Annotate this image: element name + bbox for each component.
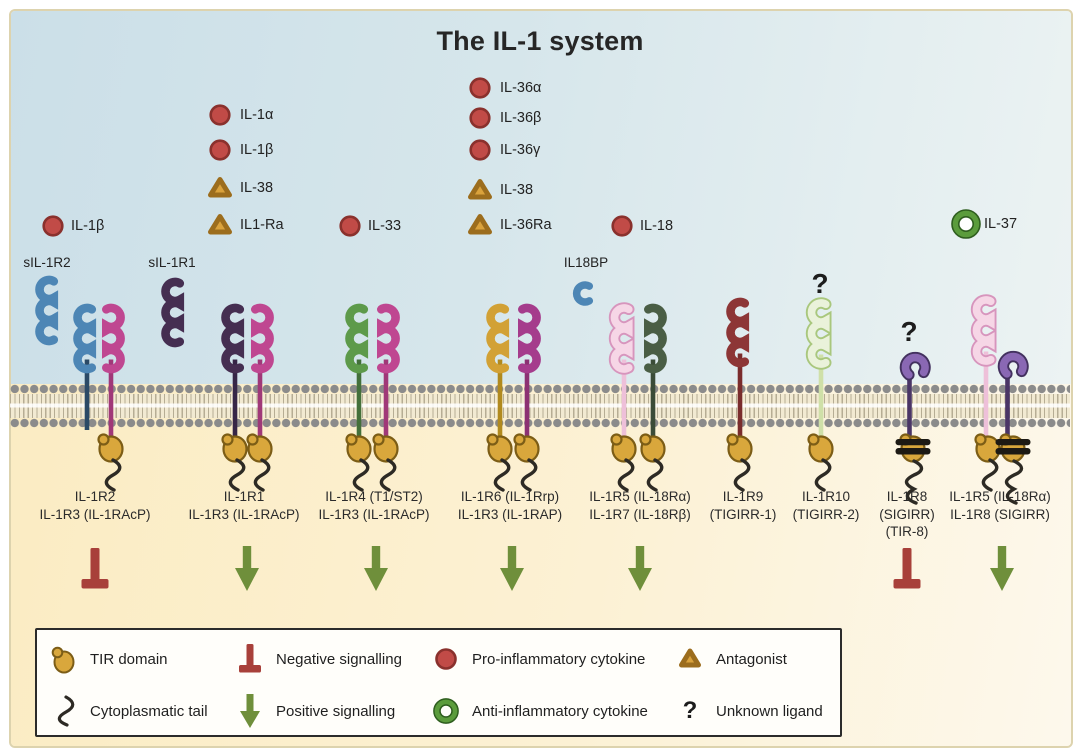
anti-inflammatory-cytokine-icon	[429, 691, 463, 731]
membrane-lipid-tails	[10, 394, 1070, 418]
membrane-inner-leaflet	[10, 418, 1070, 428]
legend-item-anti-inflammatory-cytokine: Anti-inflammatory cytokine	[429, 691, 648, 731]
legend-label: Unknown ligand	[716, 702, 823, 720]
il1-system-diagram	[9, 9, 1073, 748]
negative-signalling-icon	[233, 639, 267, 679]
unknown-ligand-icon: ?	[682, 697, 698, 724]
cell-membrane	[10, 384, 1070, 428]
legend-item-cytoplasmic-tail: Cytoplasmatic tail	[47, 691, 208, 731]
legend-label: Antagonist	[716, 650, 787, 668]
legend-item-unknown-ligand: ? Unknown ligand	[673, 691, 823, 731]
legend-label: Pro-inflammatory cytokine	[472, 650, 646, 668]
legend-item-antagonist: Antagonist	[673, 639, 787, 679]
legend-item-negative-signalling: Negative signalling	[233, 639, 402, 679]
legend-label: Cytoplasmatic tail	[90, 702, 208, 720]
tir-domain-icon	[47, 639, 81, 679]
cytoplasmic-tail-icon	[47, 691, 81, 731]
page-title: The IL-1 system	[436, 26, 644, 56]
membrane-outer-leaflet	[10, 384, 1070, 394]
legend-label: Anti-inflammatory cytokine	[472, 702, 648, 720]
antagonist-icon	[673, 639, 707, 679]
extracellular-region	[11, 11, 1071, 384]
legend-item-tir-domain: TIR domain	[47, 639, 168, 679]
legend-label: TIR domain	[90, 650, 168, 668]
legend-item-pro-inflammatory-cytokine: Pro-inflammatory cytokine	[429, 639, 645, 679]
positive-signalling-icon	[233, 691, 267, 731]
legend-box: TIR domain Cytoplasmatic tail Negative s…	[35, 628, 842, 737]
legend-label: Positive signalling	[276, 702, 396, 720]
legend-item-positive-signalling: Positive signalling	[233, 691, 395, 731]
legend-label: Negative signalling	[276, 650, 402, 668]
pro-inflammatory-cytokine-icon	[429, 639, 463, 679]
